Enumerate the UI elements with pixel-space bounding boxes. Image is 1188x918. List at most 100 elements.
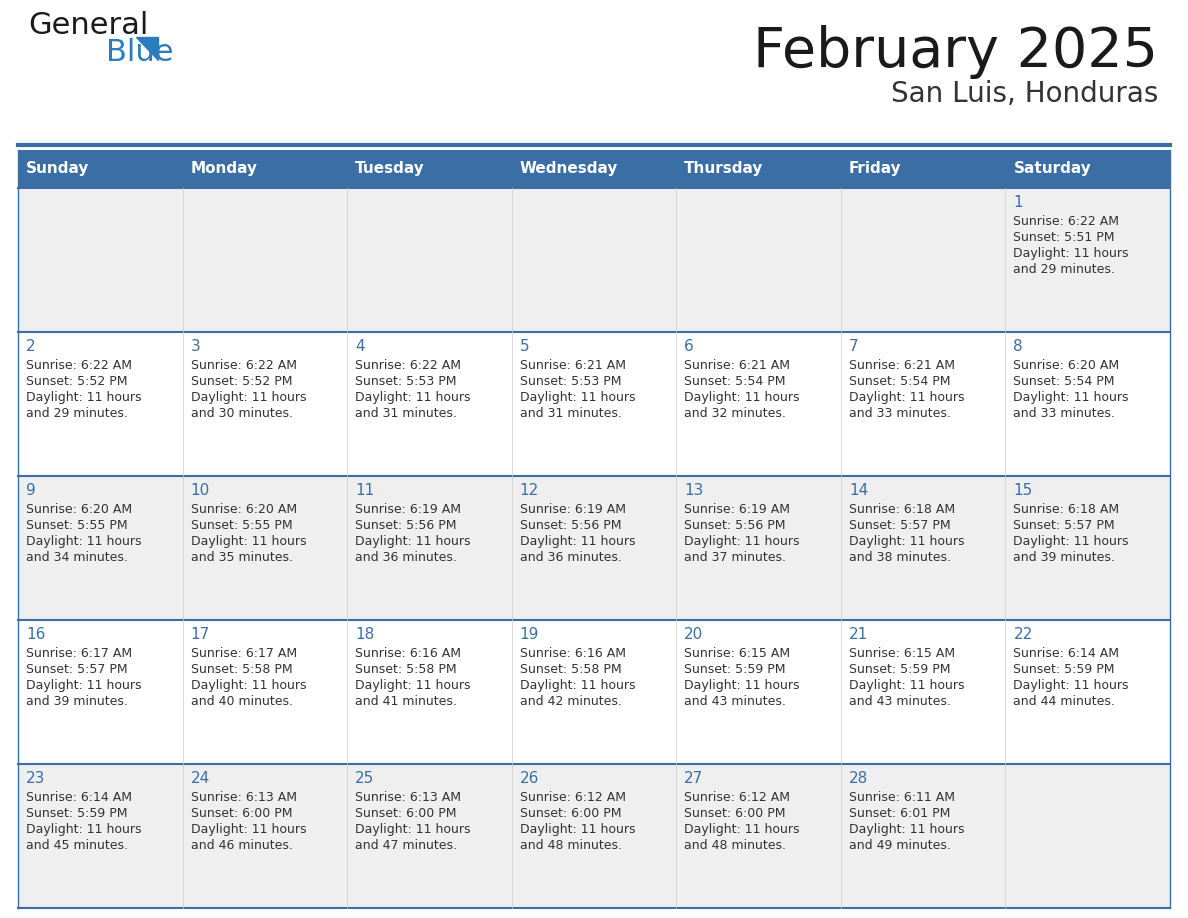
Text: Daylight: 11 hours: Daylight: 11 hours: [1013, 247, 1129, 260]
Text: and 39 minutes.: and 39 minutes.: [26, 695, 128, 708]
Text: and 29 minutes.: and 29 minutes.: [1013, 263, 1116, 276]
Text: and 35 minutes.: and 35 minutes.: [190, 551, 292, 564]
Text: Sunday: Sunday: [26, 162, 89, 176]
Text: 11: 11: [355, 483, 374, 498]
Text: Daylight: 11 hours: Daylight: 11 hours: [519, 823, 636, 836]
Text: 13: 13: [684, 483, 703, 498]
Text: and 42 minutes.: and 42 minutes.: [519, 695, 621, 708]
Text: Daylight: 11 hours: Daylight: 11 hours: [849, 823, 965, 836]
Text: 12: 12: [519, 483, 539, 498]
Text: Sunrise: 6:18 AM: Sunrise: 6:18 AM: [849, 503, 955, 516]
Text: and 36 minutes.: and 36 minutes.: [355, 551, 457, 564]
Text: and 30 minutes.: and 30 minutes.: [190, 407, 292, 420]
Text: Sunset: 5:54 PM: Sunset: 5:54 PM: [1013, 375, 1114, 388]
Text: Sunset: 5:58 PM: Sunset: 5:58 PM: [190, 663, 292, 676]
Text: Sunrise: 6:19 AM: Sunrise: 6:19 AM: [519, 503, 626, 516]
Text: Sunset: 5:54 PM: Sunset: 5:54 PM: [684, 375, 785, 388]
Text: Sunrise: 6:14 AM: Sunrise: 6:14 AM: [26, 791, 132, 804]
Text: Monday: Monday: [190, 162, 258, 176]
Text: Sunset: 5:57 PM: Sunset: 5:57 PM: [1013, 519, 1116, 532]
Text: Daylight: 11 hours: Daylight: 11 hours: [190, 391, 307, 404]
Text: Daylight: 11 hours: Daylight: 11 hours: [355, 823, 470, 836]
Text: 28: 28: [849, 771, 868, 786]
Text: Sunrise: 6:20 AM: Sunrise: 6:20 AM: [190, 503, 297, 516]
Text: 9: 9: [26, 483, 36, 498]
Text: 27: 27: [684, 771, 703, 786]
Text: Sunset: 5:58 PM: Sunset: 5:58 PM: [355, 663, 456, 676]
Text: Sunrise: 6:15 AM: Sunrise: 6:15 AM: [849, 647, 955, 660]
Text: and 41 minutes.: and 41 minutes.: [355, 695, 457, 708]
Text: Friday: Friday: [849, 162, 902, 176]
Text: Sunrise: 6:17 AM: Sunrise: 6:17 AM: [26, 647, 132, 660]
Text: 24: 24: [190, 771, 210, 786]
Text: and 48 minutes.: and 48 minutes.: [684, 839, 786, 852]
Text: February 2025: February 2025: [753, 25, 1158, 79]
Text: Sunset: 5:59 PM: Sunset: 5:59 PM: [1013, 663, 1114, 676]
Text: 16: 16: [26, 627, 45, 642]
Text: 3: 3: [190, 339, 201, 354]
Text: Sunset: 5:59 PM: Sunset: 5:59 PM: [26, 807, 127, 820]
Text: Daylight: 11 hours: Daylight: 11 hours: [26, 391, 141, 404]
Text: and 39 minutes.: and 39 minutes.: [1013, 551, 1116, 564]
Text: Sunrise: 6:20 AM: Sunrise: 6:20 AM: [26, 503, 132, 516]
Text: 17: 17: [190, 627, 210, 642]
Text: Daylight: 11 hours: Daylight: 11 hours: [190, 679, 307, 692]
Text: Daylight: 11 hours: Daylight: 11 hours: [1013, 535, 1129, 548]
Text: Daylight: 11 hours: Daylight: 11 hours: [684, 823, 800, 836]
Text: Sunrise: 6:22 AM: Sunrise: 6:22 AM: [26, 359, 132, 372]
Text: 25: 25: [355, 771, 374, 786]
Text: and 47 minutes.: and 47 minutes.: [355, 839, 457, 852]
Text: 7: 7: [849, 339, 859, 354]
Text: Daylight: 11 hours: Daylight: 11 hours: [849, 391, 965, 404]
Text: Sunset: 5:53 PM: Sunset: 5:53 PM: [355, 375, 456, 388]
Text: Sunrise: 6:22 AM: Sunrise: 6:22 AM: [1013, 215, 1119, 228]
Text: Daylight: 11 hours: Daylight: 11 hours: [355, 679, 470, 692]
Polygon shape: [135, 37, 158, 60]
Text: Daylight: 11 hours: Daylight: 11 hours: [849, 679, 965, 692]
Text: Sunrise: 6:17 AM: Sunrise: 6:17 AM: [190, 647, 297, 660]
Text: 5: 5: [519, 339, 530, 354]
Text: 26: 26: [519, 771, 539, 786]
Text: Daylight: 11 hours: Daylight: 11 hours: [519, 391, 636, 404]
Text: Blue: Blue: [106, 38, 173, 67]
Text: Daylight: 11 hours: Daylight: 11 hours: [684, 391, 800, 404]
Text: Sunset: 5:52 PM: Sunset: 5:52 PM: [26, 375, 127, 388]
Text: Wednesday: Wednesday: [519, 162, 618, 176]
Text: 6: 6: [684, 339, 694, 354]
Text: and 32 minutes.: and 32 minutes.: [684, 407, 786, 420]
Text: Sunset: 6:00 PM: Sunset: 6:00 PM: [355, 807, 456, 820]
Text: Sunset: 5:55 PM: Sunset: 5:55 PM: [190, 519, 292, 532]
Text: Daylight: 11 hours: Daylight: 11 hours: [190, 823, 307, 836]
Text: Sunrise: 6:21 AM: Sunrise: 6:21 AM: [684, 359, 790, 372]
Text: Thursday: Thursday: [684, 162, 764, 176]
Text: Sunset: 5:57 PM: Sunset: 5:57 PM: [849, 519, 950, 532]
Text: Tuesday: Tuesday: [355, 162, 425, 176]
Text: Daylight: 11 hours: Daylight: 11 hours: [26, 535, 141, 548]
Text: and 43 minutes.: and 43 minutes.: [849, 695, 950, 708]
Text: Sunset: 5:55 PM: Sunset: 5:55 PM: [26, 519, 127, 532]
Text: Sunset: 5:52 PM: Sunset: 5:52 PM: [190, 375, 292, 388]
Text: and 33 minutes.: and 33 minutes.: [1013, 407, 1116, 420]
Text: Daylight: 11 hours: Daylight: 11 hours: [190, 535, 307, 548]
Text: Sunrise: 6:21 AM: Sunrise: 6:21 AM: [519, 359, 626, 372]
Text: Sunset: 6:01 PM: Sunset: 6:01 PM: [849, 807, 950, 820]
Text: and 38 minutes.: and 38 minutes.: [849, 551, 950, 564]
Text: and 49 minutes.: and 49 minutes.: [849, 839, 950, 852]
Text: 18: 18: [355, 627, 374, 642]
Text: 22: 22: [1013, 627, 1032, 642]
Text: Sunset: 5:57 PM: Sunset: 5:57 PM: [26, 663, 127, 676]
Text: Sunset: 5:54 PM: Sunset: 5:54 PM: [849, 375, 950, 388]
Text: Daylight: 11 hours: Daylight: 11 hours: [26, 679, 141, 692]
Text: Saturday: Saturday: [1013, 162, 1092, 176]
Text: San Luis, Honduras: San Luis, Honduras: [891, 80, 1158, 108]
Text: and 31 minutes.: and 31 minutes.: [519, 407, 621, 420]
Text: 23: 23: [26, 771, 45, 786]
Text: Sunrise: 6:13 AM: Sunrise: 6:13 AM: [355, 791, 461, 804]
Text: Sunrise: 6:21 AM: Sunrise: 6:21 AM: [849, 359, 955, 372]
Text: and 46 minutes.: and 46 minutes.: [190, 839, 292, 852]
Text: and 34 minutes.: and 34 minutes.: [26, 551, 128, 564]
Text: and 43 minutes.: and 43 minutes.: [684, 695, 786, 708]
Text: Sunset: 6:00 PM: Sunset: 6:00 PM: [190, 807, 292, 820]
Text: Sunset: 5:59 PM: Sunset: 5:59 PM: [684, 663, 785, 676]
Text: 1: 1: [1013, 195, 1023, 210]
